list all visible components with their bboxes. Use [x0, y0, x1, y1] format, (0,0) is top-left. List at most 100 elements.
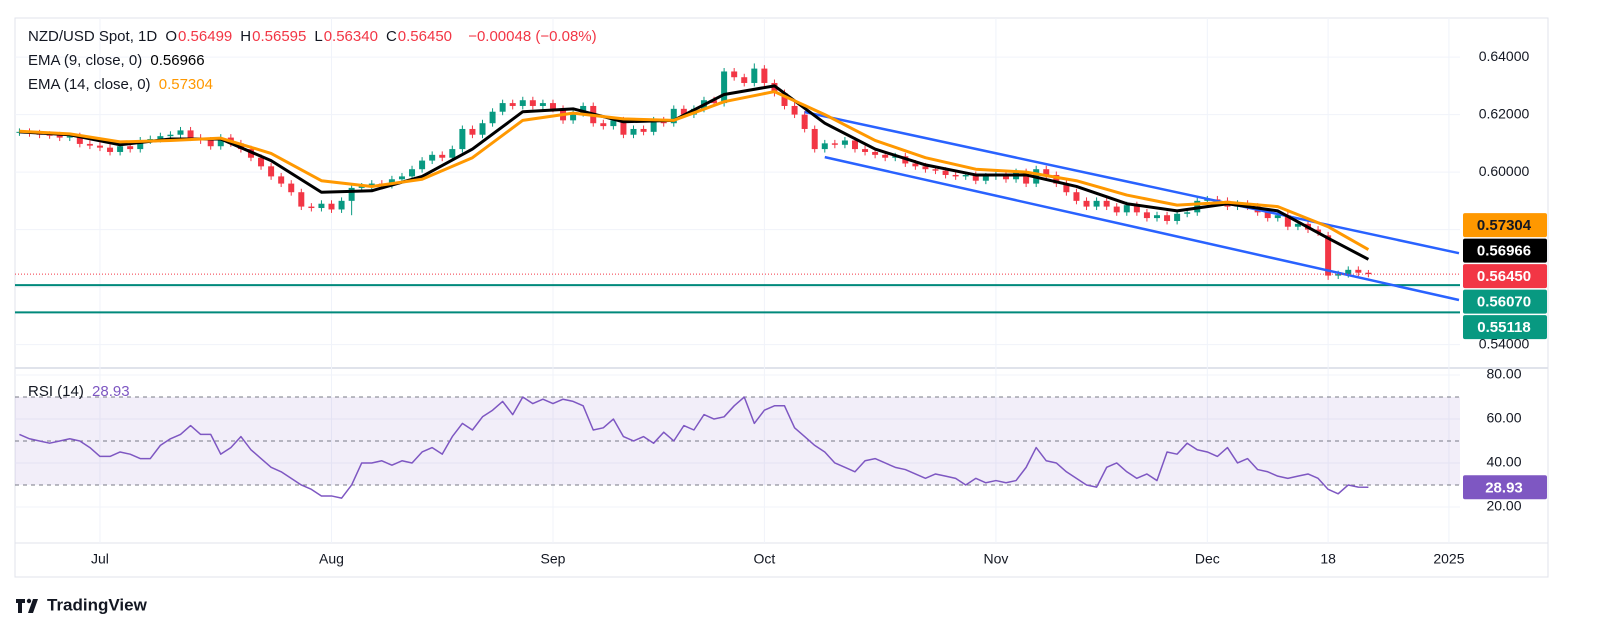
- logo: [16, 598, 38, 613]
- price-badge-label: 0.55118: [1477, 319, 1530, 336]
- rsi-legend: RSI (14) 28.93: [28, 380, 134, 404]
- candle-body: [1294, 223, 1301, 227]
- rsi-line: [19, 396, 1369, 499]
- frame: [14, 17, 1549, 578]
- candle-body: [1284, 215, 1291, 227]
- candle-body: [398, 176, 405, 180]
- candle-body: [217, 137, 224, 147]
- candle-body: [1153, 215, 1160, 219]
- candle-body: [489, 111, 496, 124]
- logo-mark: [28, 599, 38, 613]
- y-tick-label: 80.00: [1486, 366, 1521, 382]
- candle-body: [1023, 172, 1030, 184]
- candle-body: [278, 176, 285, 184]
- y-tick-label: 0.62000: [1479, 105, 1530, 121]
- candle-body: [1053, 174, 1060, 184]
- price-badge: [1463, 289, 1547, 314]
- ema-line: [19, 90, 1370, 251]
- candle-body: [630, 128, 637, 135]
- y-tick-label: 0.60000: [1479, 163, 1530, 179]
- ohlc-value: 0.56499: [178, 28, 233, 45]
- candle-body: [167, 134, 174, 137]
- channel-line: [824, 155, 1460, 302]
- candle-body: [1325, 235, 1332, 276]
- candle-body: [711, 100, 718, 104]
- candle-body: [529, 100, 536, 106]
- candle-body: [66, 136, 73, 138]
- candle-body: [308, 206, 315, 209]
- ohlc-value: 0.56595: [252, 28, 307, 45]
- x-tick-label: Oct: [753, 551, 775, 567]
- x-tick-label: Nov: [983, 551, 1008, 567]
- legend-name: EMA (9, close, 0): [28, 52, 143, 69]
- price-legend: NZD/USD Spot, 1D O0.56499 H0.56595 L0.5634…: [28, 25, 601, 97]
- candle-body: [449, 149, 456, 158]
- candle-body: [650, 120, 657, 132]
- price-badge: [1463, 264, 1547, 289]
- candle-body: [258, 157, 265, 167]
- grid: [15, 18, 1460, 543]
- candle-body: [862, 149, 869, 152]
- candle-body: [771, 82, 778, 94]
- ema-line: [19, 84, 1370, 261]
- candle-body: [751, 68, 758, 83]
- candle-body: [570, 113, 577, 121]
- candle-body: [127, 146, 134, 150]
- candle-body: [821, 143, 828, 150]
- candle-body: [781, 93, 788, 106]
- candle-body: [439, 154, 446, 158]
- candle-body: [409, 169, 416, 177]
- candle-body: [1073, 192, 1080, 201]
- candle-body: [117, 146, 124, 152]
- x-tick-label: Sep: [541, 551, 566, 567]
- candle-body: [479, 123, 486, 135]
- candle-body: [76, 136, 83, 144]
- candle-body: [972, 174, 979, 181]
- candle-body: [982, 176, 989, 181]
- ohlc-value: 0.56340: [323, 28, 378, 45]
- candle-body: [499, 103, 506, 112]
- candle-body: [419, 160, 426, 170]
- candle-body: [741, 77, 748, 83]
- candle-body: [912, 163, 919, 167]
- candle-body: [469, 128, 476, 135]
- candle-body: [207, 140, 214, 147]
- candle-body: [1315, 229, 1322, 233]
- x-tick-label: Dec: [1195, 551, 1220, 567]
- candle-body: [86, 143, 93, 146]
- candle-body: [942, 170, 949, 175]
- candle-body: [56, 135, 63, 138]
- ohlc: O0.56499 H0.56595 L0.56340 C0.56450: [165, 28, 460, 45]
- candle-body: [459, 128, 466, 150]
- y-tick-label: 20.00: [1486, 498, 1521, 514]
- candle-body: [157, 136, 164, 140]
- ohlc-key: H: [240, 28, 252, 45]
- axes: Jul Aug Sep Oct Nov Dec 18 2025 0.64000 0.62000 0.…: [91, 48, 1547, 567]
- candle-body: [580, 105, 587, 114]
- candle-body: [892, 156, 899, 158]
- candle-body: [851, 140, 858, 150]
- rsi-badge: [1463, 475, 1547, 500]
- candle-body: [872, 151, 879, 155]
- candle-body: [670, 108, 677, 124]
- candle-body: [509, 103, 516, 106]
- candle-body: [268, 166, 275, 177]
- candle-body: [1103, 200, 1110, 207]
- candle-body: [298, 192, 305, 207]
- candle-body: [539, 103, 546, 106]
- candle-body: [348, 187, 355, 201]
- candle-body: [1164, 215, 1171, 221]
- candle-body: [1174, 213, 1181, 221]
- candle-body: [429, 154, 436, 161]
- legend-line: EMA (14, close, 0) 0.57304: [28, 73, 601, 97]
- candle-body: [962, 174, 969, 177]
- candle-body: [1184, 212, 1191, 214]
- candle-body: [107, 147, 114, 152]
- price-badge-label: 0.56966: [1477, 243, 1531, 260]
- legend-value: 0.56966: [150, 52, 205, 69]
- candle-body: [620, 120, 627, 135]
- x-tick-label: Jul: [91, 551, 109, 567]
- channel-line: [804, 110, 1460, 255]
- y-tick-label: 0.64000: [1479, 48, 1530, 64]
